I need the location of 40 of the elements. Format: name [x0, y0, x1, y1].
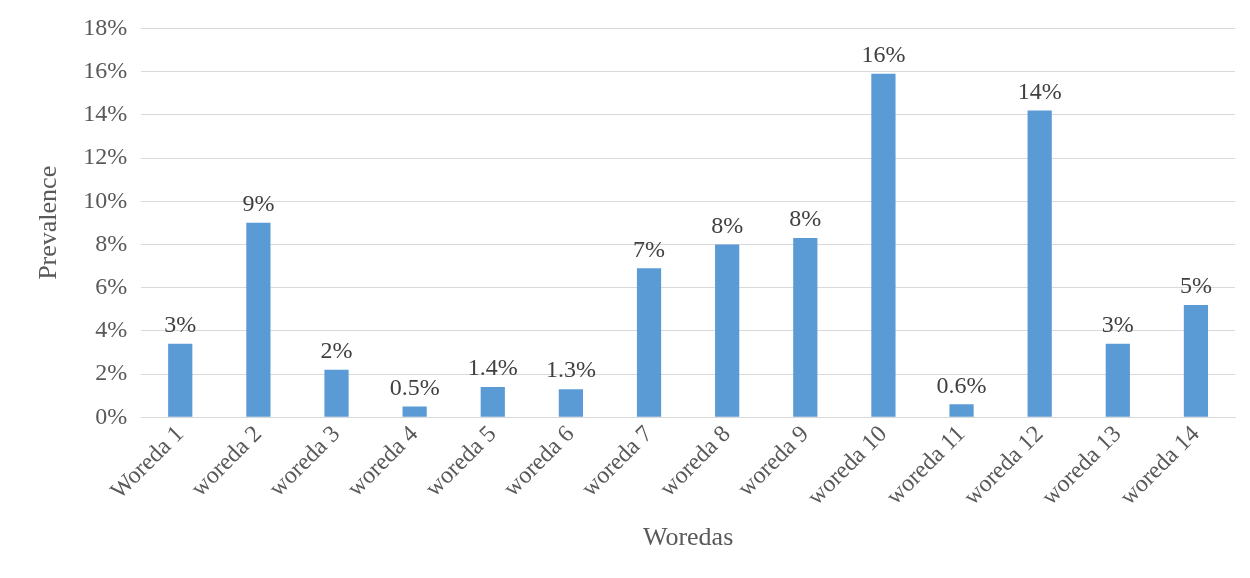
y-tick-label: 12% — [83, 143, 128, 170]
data-label: 5% — [1179, 272, 1212, 299]
bar — [402, 406, 427, 417]
data-label: 0.6% — [936, 371, 987, 398]
y-tick-label: 10% — [83, 186, 128, 213]
data-label: 2% — [320, 337, 353, 364]
bar — [1105, 343, 1130, 417]
y-tick-label: 14% — [83, 100, 128, 127]
y-tick-label: 16% — [83, 56, 128, 83]
data-label: 0.5% — [389, 373, 440, 400]
bar — [324, 369, 349, 417]
data-label: 9% — [242, 190, 275, 217]
data-label: 3% — [1101, 311, 1134, 338]
data-label: 1.4% — [467, 354, 518, 381]
data-label: 1.3% — [545, 356, 596, 383]
x-axis-title: Woredas — [642, 522, 734, 552]
data-label: 8% — [789, 205, 822, 232]
data-label: 14% — [1017, 77, 1062, 104]
bar — [1027, 110, 1052, 417]
bar — [636, 268, 662, 417]
y-tick-label: 2% — [95, 359, 128, 386]
bar — [558, 389, 584, 417]
data-label: 3% — [164, 311, 197, 338]
data-label: 8% — [711, 211, 744, 238]
bar — [715, 244, 740, 417]
y-axis-title: Prevalence — [33, 165, 63, 280]
data-label: 16% — [861, 41, 906, 68]
bar — [949, 404, 974, 417]
y-tick-label: 4% — [95, 316, 128, 343]
bar — [246, 222, 271, 417]
bar — [480, 387, 505, 417]
bar — [793, 237, 818, 417]
bar — [168, 343, 193, 417]
data-label: 7% — [633, 235, 666, 262]
bar — [871, 73, 896, 417]
y-tick-label: 6% — [95, 272, 128, 299]
bar — [1183, 304, 1209, 417]
y-tick-label: 18% — [83, 13, 128, 40]
y-tick-label: 8% — [95, 229, 128, 256]
y-tick-label: 0% — [95, 402, 128, 429]
